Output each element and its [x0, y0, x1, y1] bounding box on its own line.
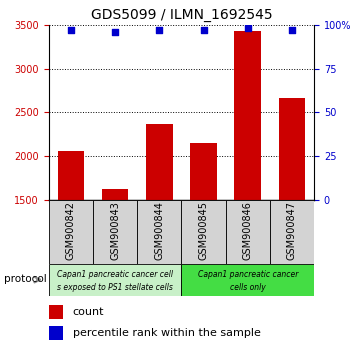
Text: protocol: protocol — [4, 274, 46, 284]
Bar — [190, 143, 217, 200]
Bar — [279, 98, 305, 200]
Bar — [226, 200, 270, 264]
Title: GDS5099 / ILMN_1692545: GDS5099 / ILMN_1692545 — [91, 8, 272, 22]
Bar — [235, 31, 261, 200]
Text: GSM900844: GSM900844 — [154, 201, 164, 260]
Text: cells only: cells only — [230, 283, 266, 292]
Text: percentile rank within the sample: percentile rank within the sample — [73, 328, 261, 338]
Text: s exposed to PS1 stellate cells: s exposed to PS1 stellate cells — [57, 283, 173, 292]
Text: GSM900846: GSM900846 — [243, 201, 253, 260]
Text: GSM900845: GSM900845 — [199, 201, 209, 260]
Bar — [181, 200, 226, 264]
Text: Capan1 pancreatic cancer cell: Capan1 pancreatic cancer cell — [57, 270, 173, 279]
Bar — [49, 305, 63, 319]
Point — [245, 25, 251, 31]
Bar — [181, 264, 314, 296]
Bar — [49, 264, 181, 296]
Text: GSM900843: GSM900843 — [110, 201, 120, 260]
Bar — [49, 326, 63, 340]
Point — [112, 29, 118, 35]
Bar — [49, 200, 93, 264]
Bar — [270, 200, 314, 264]
Bar — [137, 200, 182, 264]
Point — [156, 27, 162, 33]
Bar — [102, 189, 129, 200]
Text: Capan1 pancreatic cancer: Capan1 pancreatic cancer — [197, 270, 298, 279]
Text: count: count — [73, 307, 104, 317]
Point — [289, 27, 295, 33]
Text: GSM900842: GSM900842 — [66, 201, 76, 260]
Bar — [93, 200, 137, 264]
Text: GSM900847: GSM900847 — [287, 201, 297, 260]
Point — [68, 27, 74, 33]
Bar — [146, 124, 173, 200]
Bar — [57, 152, 84, 200]
Point — [201, 27, 206, 33]
